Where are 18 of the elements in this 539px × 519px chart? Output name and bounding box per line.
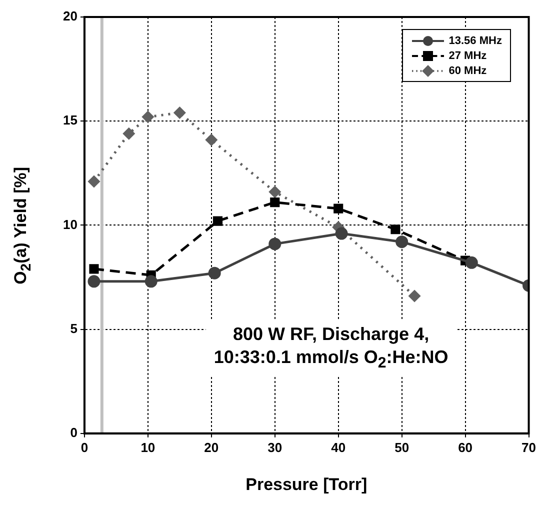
y-tick-label: 20 (62, 8, 78, 24)
annotation: 800 W RF, Discharge 4, 10:33:0.1 mmol/s O$_{2}$:He:NO (206, 320, 456, 377)
legend-label: 27 MHz (448, 50, 487, 62)
x-tick-label: 30 (268, 440, 282, 455)
x-tick-label: 20 (204, 440, 219, 455)
x-tick-label: 0 (80, 440, 88, 455)
x-tick-label: 60 (458, 440, 473, 455)
x-axis-title: Pressure [Torr] (246, 475, 368, 496)
x-tick-label: 50 (394, 440, 410, 455)
y-tick-label: 5 (70, 320, 78, 336)
x-tick-label: 70 (522, 440, 536, 455)
x-tick-label: 10 (140, 440, 156, 455)
y-tick-label: 0 (70, 424, 78, 440)
legend-label: 13.56 MHz (448, 34, 502, 46)
y-tick-label: 15 (62, 112, 78, 128)
y-tick-label: 10 (62, 216, 78, 232)
x-tick-label: 40 (331, 440, 346, 455)
legend-label: 60 MHz (448, 64, 487, 76)
